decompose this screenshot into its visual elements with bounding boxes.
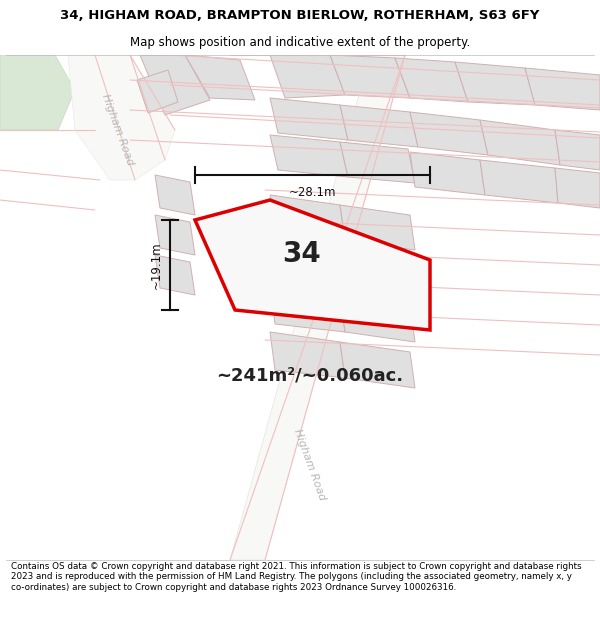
Polygon shape	[230, 55, 405, 560]
Text: Higham Road: Higham Road	[292, 428, 328, 502]
Polygon shape	[68, 55, 175, 180]
Polygon shape	[155, 175, 195, 215]
Polygon shape	[155, 255, 195, 295]
Polygon shape	[395, 58, 468, 102]
Text: Higham Road: Higham Road	[100, 93, 136, 167]
Polygon shape	[330, 55, 410, 98]
Polygon shape	[270, 332, 345, 378]
Polygon shape	[0, 55, 75, 130]
Polygon shape	[155, 215, 195, 255]
Polygon shape	[270, 55, 345, 98]
Polygon shape	[340, 295, 415, 342]
Polygon shape	[270, 135, 348, 177]
Polygon shape	[140, 55, 210, 115]
Polygon shape	[480, 160, 558, 203]
Text: 34, HIGHAM ROAD, BRAMPTON BIERLOW, ROTHERHAM, S63 6FY: 34, HIGHAM ROAD, BRAMPTON BIERLOW, ROTHE…	[61, 9, 539, 22]
Text: ~19.1m: ~19.1m	[149, 241, 163, 289]
Text: Map shows position and indicative extent of the property.: Map shows position and indicative extent…	[130, 36, 470, 49]
Polygon shape	[270, 285, 345, 332]
Polygon shape	[555, 130, 600, 170]
Polygon shape	[185, 55, 255, 100]
Polygon shape	[480, 120, 560, 165]
Polygon shape	[525, 68, 600, 110]
Polygon shape	[137, 70, 178, 113]
Polygon shape	[410, 152, 485, 195]
Polygon shape	[410, 112, 488, 155]
Polygon shape	[340, 205, 415, 250]
Polygon shape	[195, 200, 430, 330]
Polygon shape	[340, 105, 418, 147]
Polygon shape	[555, 168, 600, 208]
Polygon shape	[455, 62, 535, 105]
Text: 34: 34	[283, 240, 322, 268]
Polygon shape	[270, 195, 345, 240]
Polygon shape	[270, 98, 348, 140]
Polygon shape	[270, 240, 345, 285]
Text: Contains OS data © Crown copyright and database right 2021. This information is : Contains OS data © Crown copyright and d…	[11, 562, 581, 592]
Polygon shape	[340, 342, 415, 388]
Text: ~241m²/~0.060ac.: ~241m²/~0.060ac.	[217, 366, 404, 384]
Polygon shape	[340, 142, 415, 183]
Polygon shape	[340, 250, 415, 295]
Text: ~28.1m: ~28.1m	[289, 186, 336, 199]
